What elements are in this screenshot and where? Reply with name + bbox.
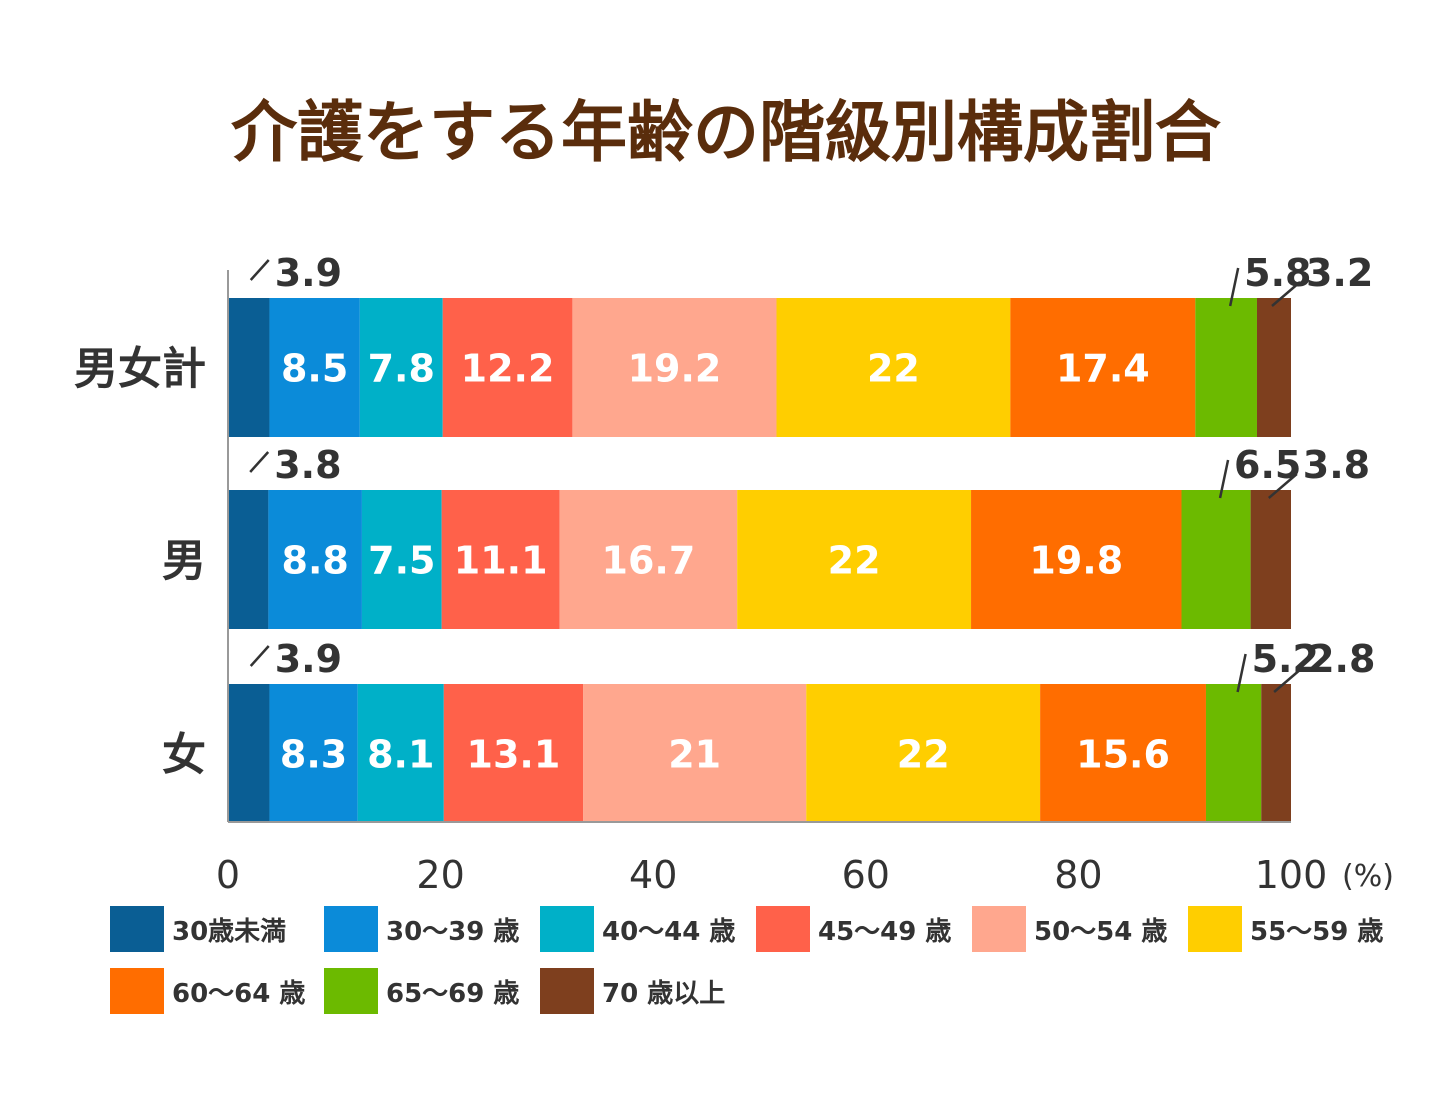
value-label: 7.8 bbox=[368, 347, 435, 391]
bar-segment bbox=[806, 684, 1041, 823]
value-label: 19.8 bbox=[1029, 539, 1123, 583]
value-label: 8.5 bbox=[281, 347, 348, 391]
legend: 30歳未満 30〜39 歳 40〜44 歳 45〜49 歳 50〜54 歳 55〜59 歳… bbox=[110, 906, 1383, 1014]
legend-swatch bbox=[110, 968, 164, 1014]
legend-swatch bbox=[110, 906, 164, 952]
value-label: 19.2 bbox=[628, 347, 722, 391]
value-label: 21 bbox=[668, 733, 721, 777]
category-label: 男女計 bbox=[74, 344, 206, 395]
bar-segment bbox=[1181, 490, 1251, 629]
value-label: 6.5 bbox=[1234, 443, 1301, 487]
callout-leader bbox=[249, 645, 270, 667]
bar-segment bbox=[442, 298, 573, 437]
category-label: 女 bbox=[162, 730, 206, 781]
bar-segment bbox=[971, 490, 1182, 629]
bar-segment bbox=[1010, 298, 1196, 437]
value-label: 16.7 bbox=[602, 539, 696, 583]
bar-segment bbox=[441, 490, 560, 629]
legend-swatch bbox=[324, 968, 378, 1014]
x-tick-label: 40 bbox=[629, 853, 677, 897]
value-label: 2.8 bbox=[1308, 637, 1375, 681]
value-label: 8.8 bbox=[282, 539, 349, 583]
bar-segment bbox=[443, 684, 584, 823]
bar-segment bbox=[776, 298, 1011, 437]
x-tick-label: 100 bbox=[1255, 853, 1328, 897]
bar-segment bbox=[269, 684, 358, 823]
bar-segment bbox=[1256, 298, 1291, 437]
bar-segment bbox=[1261, 684, 1291, 823]
legend-label: 40〜44 歳 bbox=[602, 917, 735, 947]
legend-label: 55〜59 歳 bbox=[1250, 917, 1383, 947]
value-label: 13.1 bbox=[467, 733, 561, 777]
legend-swatch bbox=[972, 906, 1026, 952]
value-label: 15.6 bbox=[1076, 733, 1170, 777]
callout-leader bbox=[1218, 459, 1230, 499]
bar-segment bbox=[559, 490, 738, 629]
bar-segment bbox=[268, 490, 362, 629]
callout-leader bbox=[1271, 281, 1301, 307]
legend-label: 50〜54 歳 bbox=[1034, 917, 1167, 947]
legend-swatch bbox=[1188, 906, 1242, 952]
bar-segment bbox=[572, 298, 777, 437]
legend-label: 30歳未満 bbox=[172, 917, 286, 947]
x-tick-label: 60 bbox=[842, 853, 890, 897]
bar-segment bbox=[228, 490, 269, 629]
bar-segment bbox=[1205, 684, 1262, 823]
legend-swatch bbox=[540, 906, 594, 952]
x-axis: 0 20 40 60 80 100 (%) bbox=[216, 270, 1394, 897]
legend-label: 60〜64 歳 bbox=[172, 979, 305, 1009]
legend-swatch bbox=[540, 968, 594, 1014]
bar-segment bbox=[361, 490, 442, 629]
x-tick-label: 80 bbox=[1054, 853, 1102, 897]
bar-segment bbox=[1040, 684, 1206, 823]
legend-swatch bbox=[756, 906, 810, 952]
callout-leader bbox=[249, 451, 270, 473]
bar-segment bbox=[737, 490, 972, 629]
bar-segment bbox=[357, 684, 444, 823]
value-labels-layer: 3.9 8.5 7.8 12.2 19.2 22 17.4 5.83.2 男女計 3.8 8.8 7.… bbox=[74, 251, 1375, 781]
bar-segment bbox=[228, 298, 270, 437]
bar-segment bbox=[1250, 490, 1291, 629]
legend-swatch bbox=[324, 906, 378, 952]
bar-segment bbox=[228, 684, 270, 823]
value-label: 7.5 bbox=[368, 539, 435, 583]
x-tick-label: 0 bbox=[216, 853, 240, 897]
callout-leader bbox=[1267, 473, 1298, 499]
bars-layer bbox=[228, 298, 1291, 823]
bar-segment bbox=[359, 298, 443, 437]
callout-leader bbox=[1236, 653, 1247, 693]
value-label: 8.1 bbox=[367, 733, 434, 777]
callout-leader bbox=[1273, 667, 1303, 693]
chart-title: 介護をする年齢の階級別構成割合 bbox=[231, 94, 1221, 171]
bar-segment bbox=[583, 684, 807, 823]
value-label: 8.3 bbox=[280, 733, 347, 777]
value-label: 17.4 bbox=[1056, 347, 1150, 391]
value-label: 11.1 bbox=[454, 539, 548, 583]
legend-label: 45〜49 歳 bbox=[818, 917, 951, 947]
value-label: 5.2 bbox=[1252, 637, 1319, 681]
value-label: 3.8 bbox=[1303, 443, 1370, 487]
category-label: 男 bbox=[162, 536, 206, 587]
value-label: 3.9 bbox=[275, 251, 342, 295]
value-label: 22 bbox=[897, 733, 950, 777]
value-label: 5.8 bbox=[1244, 251, 1311, 295]
callout-leader bbox=[249, 259, 270, 281]
bar-segment bbox=[269, 298, 360, 437]
callout-leader bbox=[1228, 267, 1240, 307]
legend-label: 30〜39 歳 bbox=[386, 917, 519, 947]
bar-segment bbox=[1195, 298, 1257, 437]
value-label: 3.9 bbox=[275, 637, 342, 681]
value-label: 12.2 bbox=[461, 347, 555, 391]
legend-label: 65〜69 歳 bbox=[386, 979, 519, 1009]
value-label: 3.8 bbox=[274, 443, 341, 487]
value-label: 22 bbox=[867, 347, 920, 391]
legend-label: 70 歳以上 bbox=[602, 979, 725, 1009]
value-label: 22 bbox=[828, 539, 881, 583]
x-axis-unit: (%) bbox=[1342, 859, 1394, 894]
value-label: 3.2 bbox=[1306, 251, 1373, 295]
x-tick-label: 20 bbox=[416, 853, 464, 897]
